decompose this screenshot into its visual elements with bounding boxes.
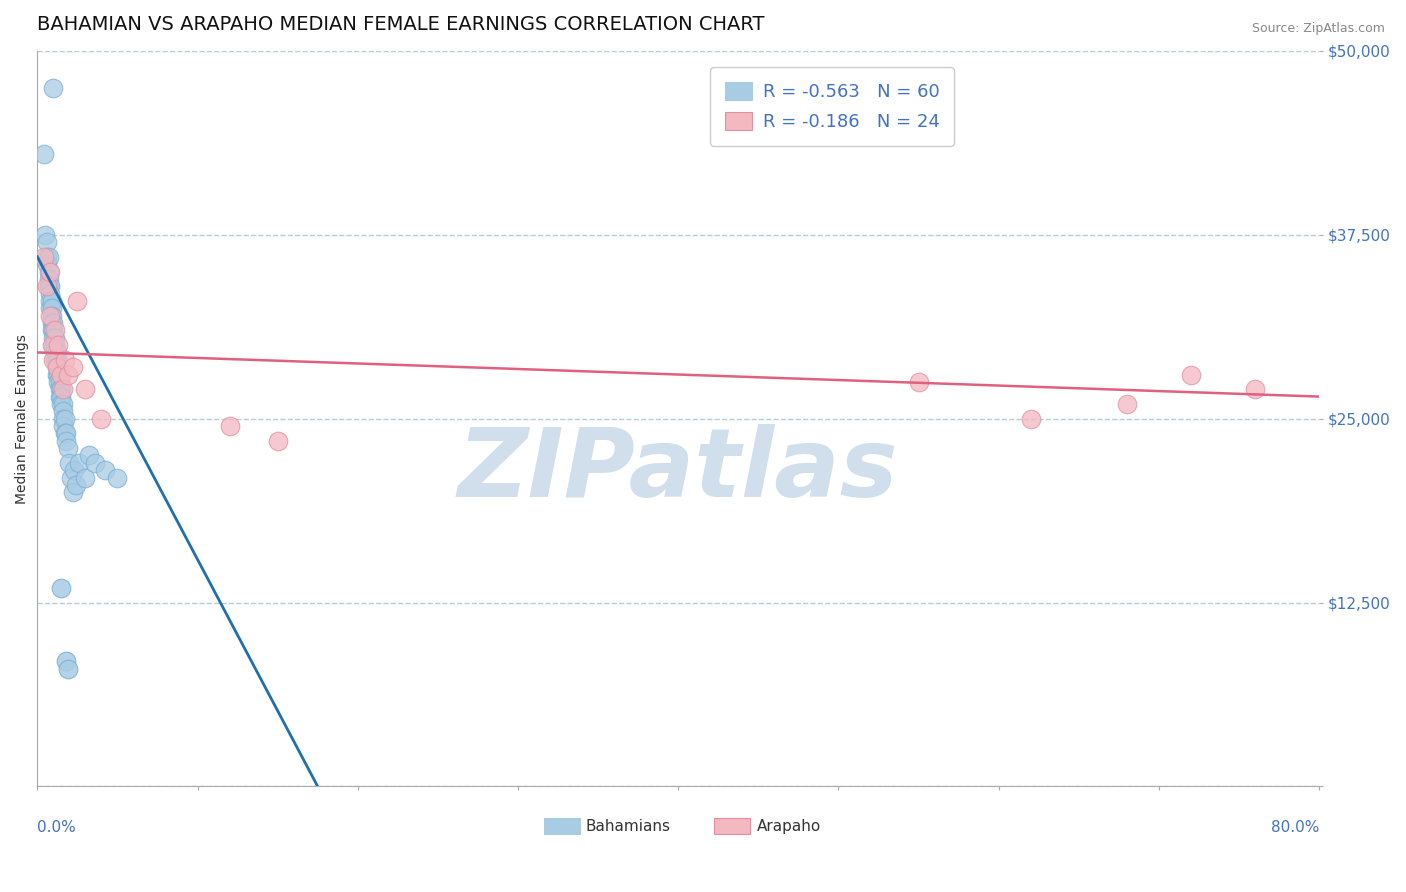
Point <box>77 449 100 463</box>
Point <box>39 301 62 316</box>
Point <box>67 456 90 470</box>
Point <box>41 301 63 316</box>
Point <box>55 426 77 441</box>
Point <box>46 360 69 375</box>
Point <box>42 352 65 367</box>
Point <box>63 463 86 477</box>
Point <box>41 323 63 337</box>
Point <box>32 146 55 161</box>
Point <box>45 360 67 375</box>
Text: ZIPatlas: ZIPatlas <box>458 424 898 516</box>
Point <box>35 235 58 249</box>
Point <box>65 478 87 492</box>
Point <box>35 250 58 264</box>
Point <box>41 338 63 352</box>
Text: 0.0%: 0.0% <box>38 820 76 835</box>
Point <box>52 419 75 434</box>
Point <box>51 368 73 382</box>
Point <box>52 404 75 418</box>
Point <box>56 368 79 382</box>
Point <box>75 470 97 484</box>
Point <box>49 390 72 404</box>
Point <box>45 345 67 359</box>
Point <box>56 662 79 676</box>
Text: 80.0%: 80.0% <box>1271 820 1319 835</box>
Point <box>59 470 82 484</box>
Point <box>32 250 55 264</box>
Point <box>51 382 73 396</box>
Point <box>52 411 75 425</box>
Point <box>51 581 73 595</box>
Point <box>55 434 77 448</box>
Point <box>45 360 67 375</box>
Text: Bahamians: Bahamians <box>586 819 671 834</box>
Point <box>1019 411 1042 425</box>
Point <box>266 434 288 448</box>
FancyBboxPatch shape <box>544 818 579 834</box>
Point <box>42 80 65 95</box>
Point <box>1244 382 1267 396</box>
Point <box>46 375 69 389</box>
Point <box>58 456 80 470</box>
Point <box>44 345 66 359</box>
Point <box>44 331 66 345</box>
Point <box>66 293 89 308</box>
Point <box>75 382 97 396</box>
Point <box>52 397 75 411</box>
Point <box>56 441 79 455</box>
Point <box>45 352 67 367</box>
Point <box>44 323 66 337</box>
FancyBboxPatch shape <box>714 818 749 834</box>
Point <box>42 316 65 330</box>
Point <box>1115 397 1137 411</box>
Point <box>107 470 129 484</box>
Point <box>55 655 77 669</box>
Point <box>38 250 60 264</box>
Point <box>62 485 84 500</box>
Point <box>38 279 60 293</box>
Point <box>35 279 58 293</box>
Point <box>41 309 63 323</box>
Point <box>53 426 76 441</box>
Text: Arapaho: Arapaho <box>756 819 821 834</box>
Point <box>1180 368 1202 382</box>
Point <box>46 338 69 352</box>
Point <box>51 390 73 404</box>
Point <box>52 382 75 396</box>
Point <box>44 338 66 352</box>
Point <box>41 293 63 308</box>
Point <box>49 375 72 389</box>
Point <box>39 309 62 323</box>
Point <box>45 368 67 382</box>
Point <box>38 272 60 286</box>
Text: Source: ZipAtlas.com: Source: ZipAtlas.com <box>1251 22 1385 36</box>
Point <box>62 360 84 375</box>
Point <box>42 323 65 337</box>
Point <box>39 293 62 308</box>
Point <box>90 411 112 425</box>
Point <box>218 419 240 434</box>
Point <box>38 264 60 278</box>
Point <box>51 397 73 411</box>
Point <box>39 286 62 301</box>
Point <box>53 352 76 367</box>
Point <box>39 279 62 293</box>
Point <box>49 382 72 396</box>
Legend: R = -0.563   N = 60, R = -0.186   N = 24: R = -0.563 N = 60, R = -0.186 N = 24 <box>710 67 953 145</box>
Point <box>34 227 56 242</box>
Point <box>84 456 107 470</box>
Point <box>44 352 66 367</box>
Point <box>35 257 58 271</box>
Point <box>46 368 69 382</box>
Point <box>39 264 62 278</box>
Point <box>53 411 76 425</box>
Point <box>41 316 63 330</box>
Text: BAHAMIAN VS ARAPAHO MEDIAN FEMALE EARNINGS CORRELATION CHART: BAHAMIAN VS ARAPAHO MEDIAN FEMALE EARNIN… <box>38 15 765 34</box>
Y-axis label: Median Female Earnings: Median Female Earnings <box>15 334 30 504</box>
Point <box>93 463 115 477</box>
Point <box>42 338 65 352</box>
Point <box>907 375 929 389</box>
Point <box>42 331 65 345</box>
